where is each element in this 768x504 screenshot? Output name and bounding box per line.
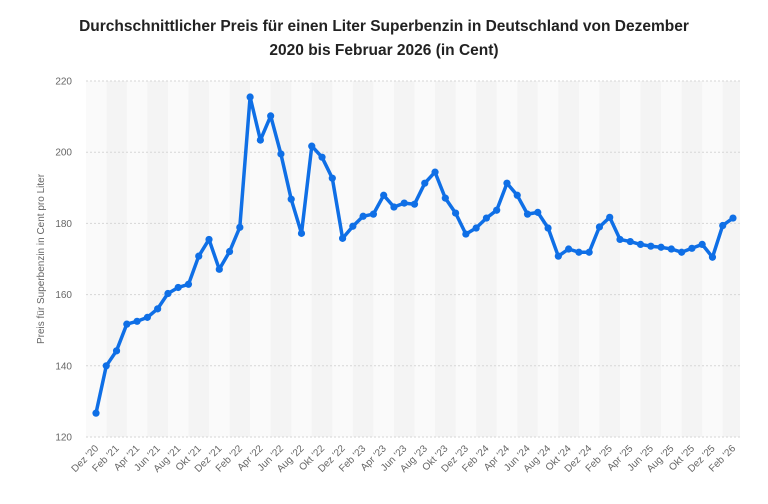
- gridlines: [86, 80, 740, 438]
- data-point: [318, 153, 326, 161]
- background-band: [250, 81, 271, 437]
- background-band: [209, 81, 230, 437]
- data-point: [523, 210, 532, 218]
- chart-title-line-1: Durchschnittlicher Preis für einen Liter…: [79, 18, 689, 35]
- data-point: [513, 191, 521, 199]
- data-point: [431, 168, 439, 176]
- data-point: [328, 174, 336, 182]
- data-point: [688, 244, 696, 252]
- data-point: [667, 245, 675, 253]
- data-point: [287, 195, 295, 203]
- y-tick-label: 220: [55, 77, 72, 88]
- data-point: [246, 93, 254, 101]
- data-point: [338, 234, 347, 242]
- data-point: [195, 252, 203, 260]
- data-point: [441, 194, 449, 202]
- y-tick-label: 200: [55, 148, 72, 159]
- chart-title-line-2: 2020 bis Februar 2026 (in Cent): [269, 42, 499, 59]
- background-band: [86, 81, 107, 437]
- data-point: [472, 224, 480, 232]
- y-tick-label: 120: [55, 433, 72, 444]
- background-band: [496, 81, 518, 437]
- data-point: [410, 200, 419, 208]
- data-point: [585, 248, 593, 256]
- data-point: [359, 212, 367, 220]
- data-point: [308, 142, 316, 150]
- data-point: [380, 191, 388, 199]
- data-point: [400, 199, 408, 207]
- data-point: [225, 247, 234, 256]
- data-point: [719, 221, 727, 230]
- y-axis-ticks: 120 140 160 180 200 220: [55, 77, 72, 444]
- data-point: [349, 222, 357, 230]
- data-point: [102, 362, 110, 370]
- data-point: [92, 409, 100, 417]
- data-point: [421, 179, 429, 187]
- data-point: [143, 313, 151, 321]
- background-band: [578, 81, 600, 437]
- data-point: [575, 248, 583, 256]
- background-band: [661, 81, 682, 437]
- data-point: [369, 210, 378, 218]
- data-point: [626, 237, 634, 246]
- data-point: [503, 179, 511, 187]
- chart-title: Durchschnittlicher Preis für einen Liter…: [0, 15, 768, 63]
- data-point: [554, 252, 562, 260]
- y-tick-label: 160: [55, 290, 72, 301]
- data-point: [205, 235, 213, 244]
- data-point: [174, 283, 182, 292]
- data-point: [256, 136, 264, 144]
- data-point: [493, 206, 501, 214]
- data-point: [236, 223, 244, 231]
- data-point: [698, 240, 706, 249]
- data-point: [215, 265, 223, 273]
- background-band: [619, 81, 641, 437]
- data-point: [657, 243, 665, 251]
- data-point: [154, 305, 162, 313]
- data-point: [606, 213, 614, 221]
- data-point: [544, 224, 552, 232]
- background-band: [455, 81, 477, 437]
- background-band: [537, 81, 559, 437]
- background-band: [332, 81, 353, 437]
- background-band: [414, 81, 436, 437]
- background-bands: [86, 81, 740, 437]
- data-point: [565, 245, 573, 253]
- y-axis-label: Preis für Superbenzin in Cent pro Liter: [36, 173, 47, 344]
- data-point: [164, 289, 172, 298]
- background-band: [373, 81, 394, 437]
- data-point: [277, 150, 285, 158]
- data-point: [729, 214, 737, 222]
- data-point: [678, 248, 686, 256]
- data-point: [708, 253, 717, 261]
- background-band: [167, 81, 189, 437]
- data-point: [482, 214, 491, 222]
- data-point: [534, 208, 542, 216]
- data-point: [133, 317, 141, 325]
- data-point: [462, 230, 470, 238]
- data-point: [112, 347, 121, 355]
- data-point: [267, 112, 275, 120]
- data-point: [595, 223, 604, 231]
- data-point: [647, 242, 655, 250]
- data-point: [636, 240, 645, 249]
- background-band: [291, 81, 312, 437]
- data-point: [297, 229, 306, 237]
- data-point: [390, 203, 398, 211]
- data-point: [123, 320, 131, 328]
- y-tick-label: 180: [55, 219, 72, 230]
- data-point: [451, 209, 460, 217]
- y-tick-label: 140: [55, 361, 72, 372]
- data-point: [184, 280, 193, 288]
- series-line: [92, 93, 737, 417]
- data-point: [616, 235, 624, 244]
- background-band: [126, 81, 148, 437]
